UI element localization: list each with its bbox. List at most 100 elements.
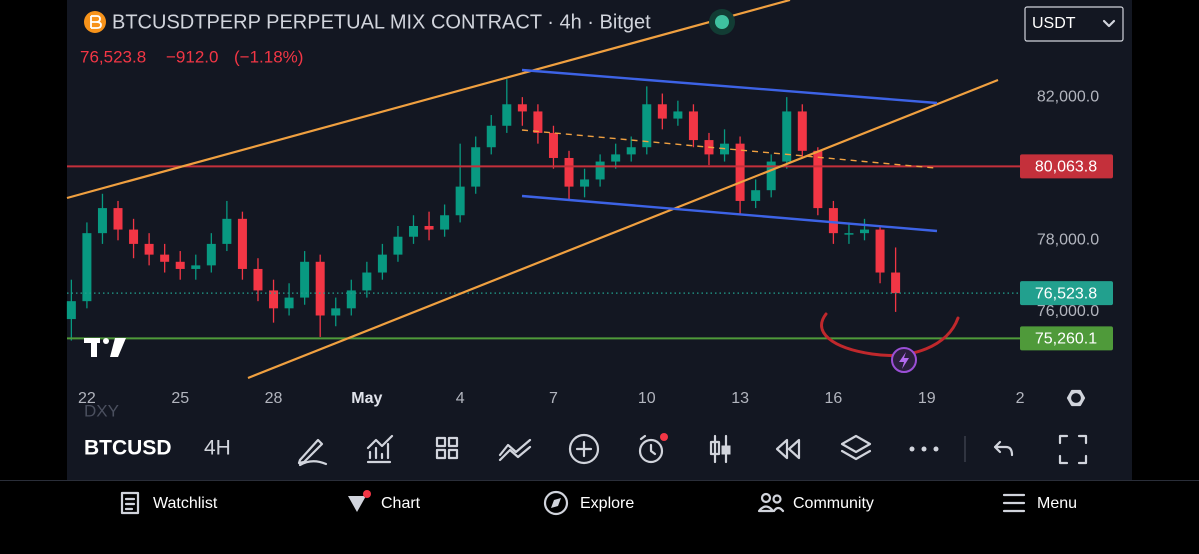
candle-body xyxy=(97,208,107,234)
candle-body xyxy=(564,157,574,187)
nav-item[interactable]: Chart xyxy=(381,495,421,512)
logo-part xyxy=(103,338,109,344)
candle-body xyxy=(766,161,776,191)
nav-item[interactable]: Menu xyxy=(1037,495,1077,512)
y-tick-label: 82,000.0 xyxy=(1037,88,1099,105)
candle-body xyxy=(160,254,170,262)
candle-body xyxy=(82,233,92,302)
menu-icon[interactable] xyxy=(1002,493,1026,513)
candle-body xyxy=(129,229,139,244)
bottom-nav: Watchlist Chart Explore Community Menu xyxy=(120,490,1077,516)
status-dot xyxy=(715,15,729,29)
logo-part xyxy=(110,338,126,357)
x-tick-label: 7 xyxy=(549,390,558,407)
candle-body xyxy=(424,225,434,230)
toolbar-symbol[interactable]: BTCUSD xyxy=(84,437,172,460)
fullscreen-icon[interactable] xyxy=(1058,434,1088,465)
compare-icon[interactable] xyxy=(498,438,532,462)
candle-body xyxy=(331,308,341,316)
more-dot[interactable] xyxy=(921,446,927,452)
candle-body xyxy=(191,265,201,269)
x-tick-label: 25 xyxy=(171,390,189,407)
candle-body xyxy=(642,104,652,148)
community-icon[interactable] xyxy=(760,492,772,504)
candle-body xyxy=(548,132,558,158)
candle-icon-body xyxy=(721,445,731,455)
candle-body xyxy=(735,143,745,201)
chart-badge xyxy=(363,490,371,498)
add-icon-plus xyxy=(575,440,593,458)
toolbar xyxy=(67,418,1132,480)
candle-body xyxy=(673,111,683,119)
symbol-title[interactable]: BTCUSDTPERP PERPETUAL MIX CONTRACT · 4h … xyxy=(112,11,651,33)
x-tick-label: 2 xyxy=(1016,390,1025,407)
candle-body xyxy=(595,161,605,180)
x-tick-label: 13 xyxy=(731,390,749,407)
chart-nav-icon[interactable] xyxy=(348,496,366,512)
candle-body xyxy=(502,104,512,126)
toolbar-icons xyxy=(297,433,1088,467)
layout-icon[interactable] xyxy=(435,436,459,460)
candle-body xyxy=(315,261,325,316)
y-tick-label: 76,000.0 xyxy=(1037,303,1099,320)
candle-body xyxy=(300,261,310,298)
community-icon-body xyxy=(757,505,785,513)
candle-body xyxy=(222,218,232,244)
overlay-label: DXY xyxy=(84,401,119,420)
price-change-percent: (−1.18%) xyxy=(234,47,303,66)
indicators-icon[interactable] xyxy=(366,434,394,464)
replay-icon[interactable] xyxy=(775,438,801,460)
candle-body xyxy=(486,125,496,148)
candle-body xyxy=(828,208,838,234)
candle-body xyxy=(113,208,123,230)
undo-icon[interactable] xyxy=(993,440,1014,457)
more-dot[interactable] xyxy=(909,446,915,452)
layers-icon[interactable] xyxy=(840,434,872,461)
candle-body xyxy=(657,104,667,119)
candle-body xyxy=(517,104,527,112)
price-tag-label: 76,523.8 xyxy=(1035,285,1097,302)
dropdown-chevron xyxy=(1102,19,1116,28)
alert-icon[interactable] xyxy=(638,438,664,464)
alert-icon-hands xyxy=(639,434,657,456)
candle-body xyxy=(580,179,590,187)
trend-line xyxy=(521,129,936,169)
explore-icon[interactable] xyxy=(543,490,569,516)
candle-body xyxy=(813,150,823,209)
x-tick-label: 16 xyxy=(825,390,843,407)
add-icon[interactable] xyxy=(568,433,600,465)
candle-body xyxy=(751,190,761,201)
more-dot[interactable] xyxy=(933,446,939,452)
last-price: 76,523.8 xyxy=(80,47,146,66)
price-tag xyxy=(1020,326,1113,351)
candle-body xyxy=(782,111,792,162)
x-tick-label: 22 xyxy=(78,390,96,407)
y-tick-label: 78,000.0 xyxy=(1037,232,1099,249)
drawings xyxy=(66,0,999,380)
trend-line xyxy=(247,78,999,380)
x-tick-label: May xyxy=(351,390,382,407)
plot-area xyxy=(66,79,1020,341)
candle-body xyxy=(440,215,450,230)
nav-item[interactable]: Explore xyxy=(580,495,634,512)
candle-body xyxy=(891,272,901,294)
currency-label: USDT xyxy=(1032,15,1076,32)
price-tag xyxy=(1020,281,1113,306)
nav-item[interactable]: Community xyxy=(793,495,874,512)
x-tick-label: 10 xyxy=(638,390,656,407)
currency-select[interactable] xyxy=(1024,6,1124,42)
candle-body xyxy=(377,254,387,273)
candle-body xyxy=(844,233,854,235)
watchlist-icon[interactable] xyxy=(120,491,140,515)
candle-body xyxy=(875,229,885,273)
nav-item[interactable]: Watchlist xyxy=(153,495,218,512)
candle-body xyxy=(533,111,543,133)
draw-icon[interactable] xyxy=(297,438,328,467)
settings-icon-outline xyxy=(1066,389,1086,407)
tradingview-logo xyxy=(84,338,126,357)
x-tick-label: 4 xyxy=(456,390,465,407)
x-tick-label: 19 xyxy=(918,390,936,407)
candle-body xyxy=(253,268,263,291)
toolbar-interval[interactable]: 4H xyxy=(204,437,231,460)
